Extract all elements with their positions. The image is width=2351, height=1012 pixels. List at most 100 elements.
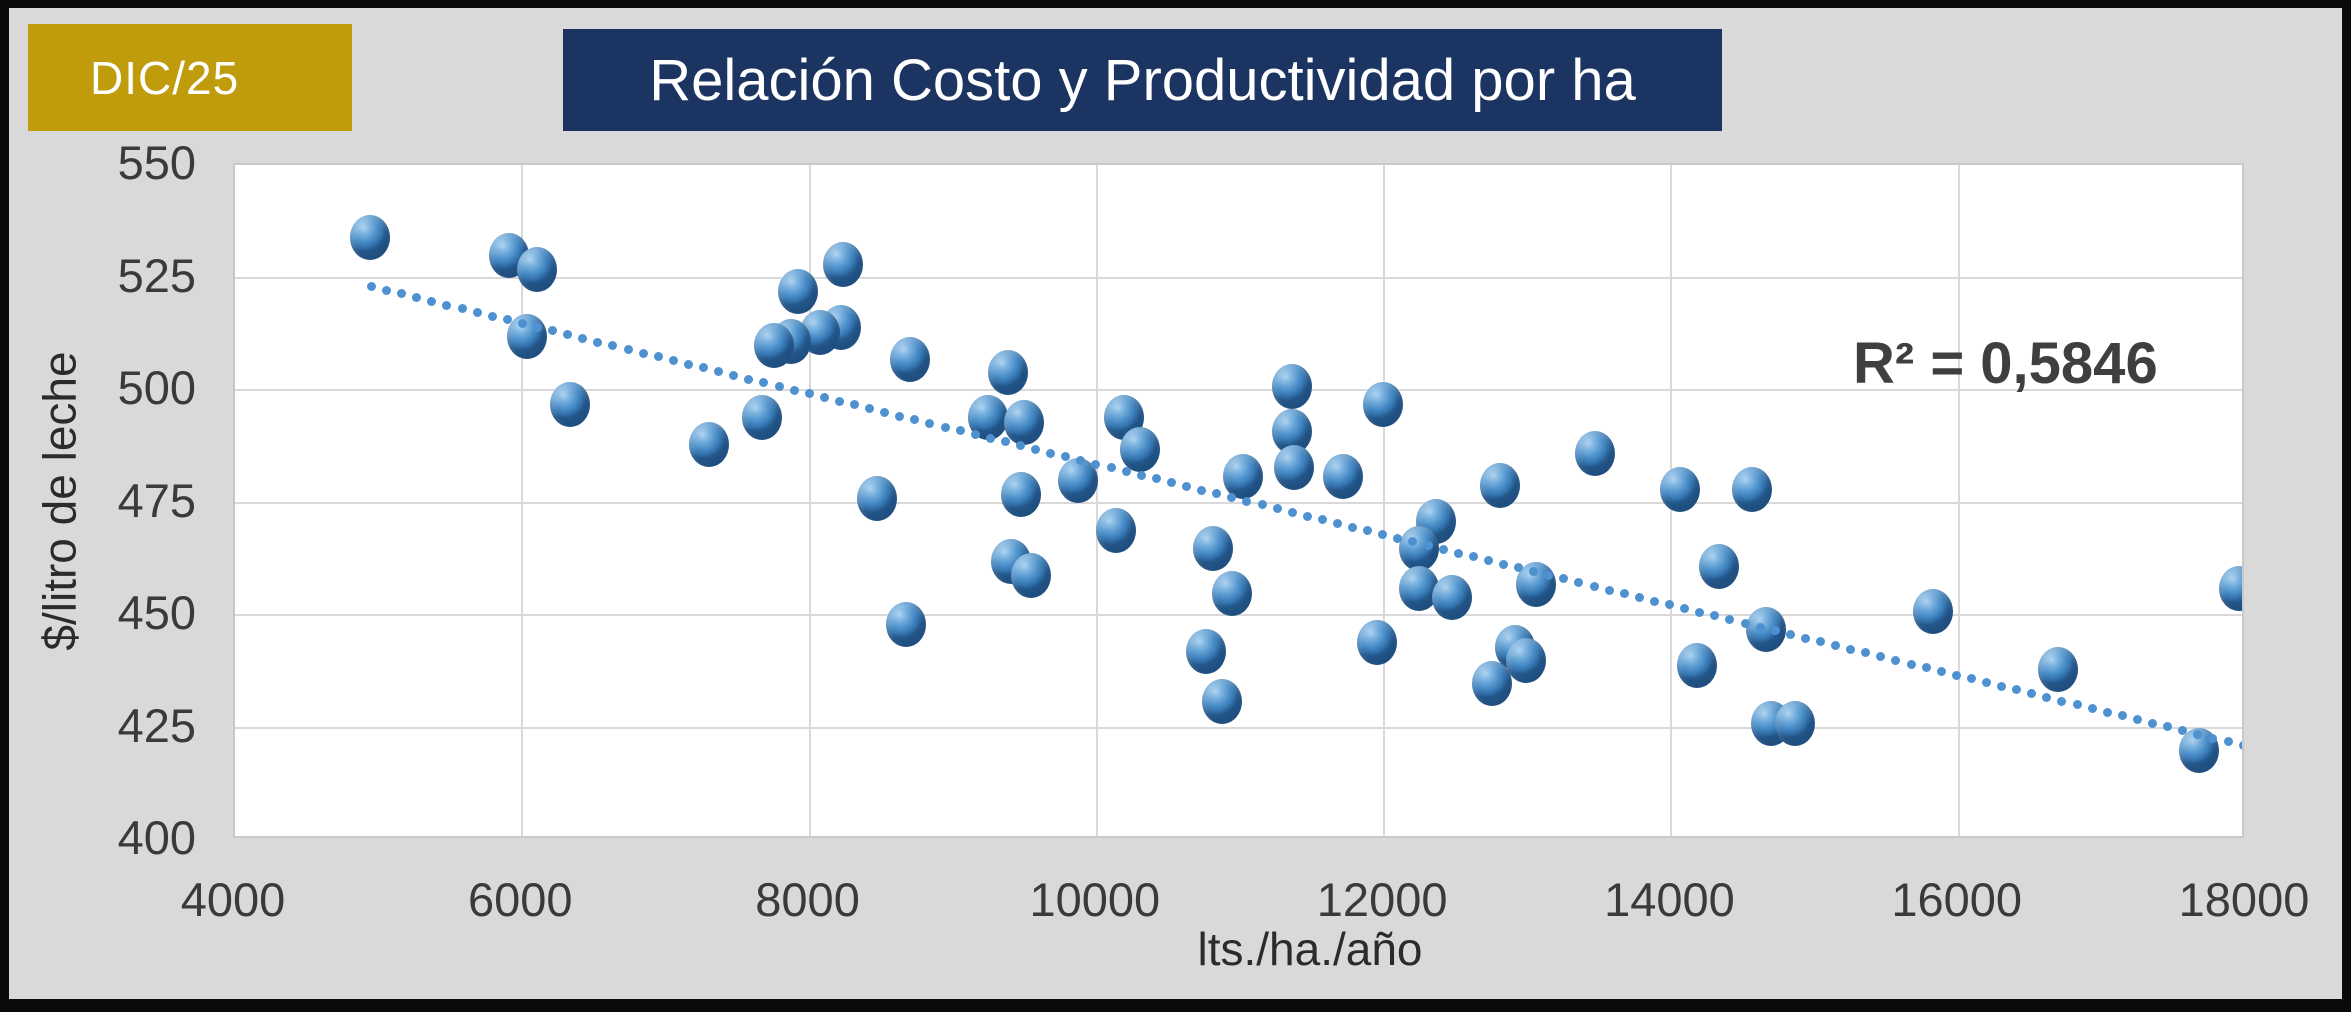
trendline-dot — [1151, 474, 1161, 484]
trendline-dot — [1680, 604, 1690, 614]
trendline-dot — [1287, 507, 1297, 517]
trendline-dot — [2027, 689, 2037, 699]
x-tick-label-16000: 16000 — [1891, 873, 2023, 926]
trendline-dot — [699, 363, 709, 373]
trendline-dot — [2072, 700, 2082, 710]
x-tick-label-14000: 14000 — [1604, 873, 1735, 926]
trendline-dot — [1951, 670, 1961, 680]
data-point — [1431, 575, 1472, 620]
trendline-dot — [1483, 555, 1493, 565]
trendline-dot — [1212, 489, 1222, 499]
trendline-dot — [1061, 452, 1071, 462]
trendline-dot — [1197, 485, 1207, 495]
trendline-dot — [1031, 444, 1041, 454]
data-point — [1273, 444, 1314, 490]
trendline-dot — [1393, 533, 1403, 543]
data-point — [1119, 426, 1160, 472]
trendline-dot — [1725, 615, 1735, 625]
data-point — [2037, 647, 2078, 692]
trendline-dot — [940, 422, 950, 432]
trendline-dot — [1453, 548, 1463, 558]
data-point — [1398, 525, 1439, 571]
gridline-x-8000 — [808, 165, 811, 836]
gridline-y-425 — [235, 726, 2242, 729]
trendline-dot — [638, 348, 648, 358]
trendline-dot — [1906, 659, 1916, 669]
data-point — [890, 336, 931, 382]
trendline-dot — [1348, 522, 1358, 532]
trendline-dot — [1106, 463, 1116, 473]
data-point — [1223, 453, 1264, 499]
trendline-dot — [2163, 722, 2173, 732]
data-point — [1575, 431, 1616, 476]
trendline-dot — [985, 433, 995, 443]
trendline-dot — [1046, 448, 1056, 458]
trendline-dot — [1363, 526, 1373, 536]
trendline-dot — [548, 326, 558, 336]
trendline-dot — [397, 289, 407, 299]
plot-area — [233, 163, 2244, 838]
trendline-dot — [2208, 733, 2218, 743]
data-point — [516, 246, 557, 292]
trendline-dot — [457, 304, 467, 314]
data-point — [987, 350, 1028, 395]
gridline-x-16000 — [1957, 165, 1960, 836]
gridline-y-500 — [235, 389, 2242, 391]
data-point — [1912, 588, 1953, 634]
trendline-dot — [789, 385, 799, 395]
trendline-dot — [1272, 504, 1282, 514]
chart-title-bar: Relación Costo y Productividad por ha — [563, 29, 1722, 131]
trendline-dot — [563, 330, 573, 340]
data-point — [778, 269, 819, 314]
trendline-dot — [2057, 696, 2067, 706]
trendline-dot — [2178, 726, 2188, 736]
trendline-dot — [593, 337, 603, 347]
trendline-dot — [910, 415, 920, 425]
trendline-dot — [1634, 592, 1644, 602]
data-point — [1660, 467, 1701, 512]
date-badge: DIC/25 — [28, 24, 352, 131]
trendline-dot — [1091, 459, 1101, 469]
trendline-dot — [1121, 467, 1131, 477]
data-point — [1211, 570, 1252, 616]
data-point — [1731, 467, 1772, 512]
trendline-dot — [1182, 481, 1192, 491]
trendline-dot — [1831, 641, 1841, 651]
date-badge-label: DIC/25 — [90, 51, 240, 104]
gridline-x-10000 — [1095, 165, 1098, 836]
trendline-dot — [1242, 496, 1252, 506]
trendline-dot — [1499, 559, 1509, 569]
trendline-dot — [1876, 652, 1886, 662]
trendline-dot — [1544, 570, 1554, 580]
trendline-dot — [1529, 567, 1539, 577]
data-point — [742, 395, 783, 440]
trendline-dot — [955, 426, 965, 436]
trendline-dot — [1891, 655, 1901, 665]
data-point — [1746, 606, 1787, 652]
trendline-dot — [880, 407, 890, 417]
trendline-dot — [2148, 718, 2158, 728]
trendline-dot — [1936, 666, 1946, 676]
trendline-dot — [804, 389, 814, 399]
gridline-x-6000 — [521, 165, 524, 836]
gridline-y-450 — [235, 614, 2242, 616]
data-point — [1323, 453, 1364, 499]
trendline-dot — [683, 359, 693, 369]
y-tick-label-450: 450 — [117, 586, 196, 639]
trendline-dot — [2238, 741, 2242, 750]
trendline-dot — [1665, 600, 1675, 610]
trendline-dot — [1016, 441, 1025, 451]
trendline-dot — [427, 296, 437, 306]
data-point — [1774, 701, 1815, 746]
data-point — [1201, 678, 1242, 724]
trendline-dot — [1408, 537, 1418, 547]
trendline-dot — [1649, 596, 1659, 606]
data-point — [1362, 381, 1403, 427]
x-tick-label-6000: 6000 — [468, 873, 573, 926]
trendline-dot — [1800, 633, 1810, 643]
x-tick-label-18000: 18000 — [2178, 873, 2310, 926]
trendline-dot — [366, 282, 376, 291]
trendline-dot — [502, 315, 512, 325]
trendline-dot — [1921, 663, 1931, 673]
data-point — [689, 422, 730, 467]
